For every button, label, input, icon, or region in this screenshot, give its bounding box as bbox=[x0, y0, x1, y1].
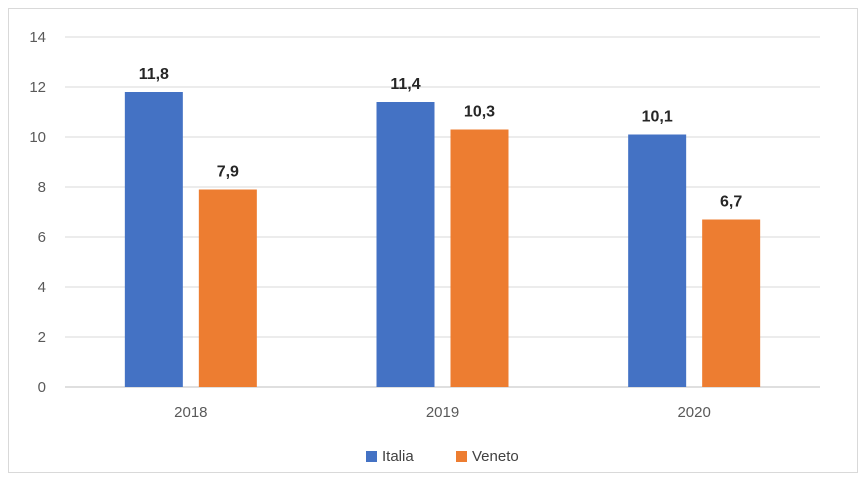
data-label-veneto-2020: 6,7 bbox=[720, 194, 742, 211]
x-tick-label: 2019 bbox=[426, 404, 459, 421]
y-tick-label: 12 bbox=[29, 79, 46, 96]
y-tick-label: 8 bbox=[38, 179, 46, 196]
y-tick-label: 4 bbox=[38, 279, 46, 296]
bar-veneto-2018 bbox=[198, 189, 257, 387]
y-tick-label: 14 bbox=[29, 29, 46, 46]
x-tick-label: 2020 bbox=[677, 404, 710, 421]
y-tick-label: 0 bbox=[38, 379, 46, 396]
bar-italia-2020 bbox=[628, 134, 687, 387]
bars bbox=[124, 92, 761, 387]
bar-veneto-2019 bbox=[450, 129, 509, 387]
y-axis-ticks: 0 2 4 6 8 10 12 14 bbox=[29, 29, 46, 396]
data-label-veneto-2019: 10,3 bbox=[464, 104, 495, 121]
x-axis-ticks: 2018 2019 2020 bbox=[174, 404, 711, 421]
bar-italia-2019 bbox=[376, 102, 435, 387]
y-tick-label: 2 bbox=[38, 329, 46, 346]
data-label-italia-2019: 11,4 bbox=[390, 76, 420, 93]
legend-label-veneto: Veneto bbox=[472, 448, 519, 465]
grid-lines bbox=[65, 36, 820, 388]
bar-veneto-2020 bbox=[702, 219, 761, 387]
y-tick-label: 10 bbox=[29, 129, 46, 146]
data-label-italia-2018: 11,8 bbox=[139, 66, 169, 83]
y-tick-label: 6 bbox=[38, 229, 46, 246]
legend: Italia Veneto bbox=[366, 448, 519, 465]
legend-swatch-veneto bbox=[456, 451, 467, 462]
data-labels: 11,8 7,9 11,4 10,3 10,1 6,7 bbox=[139, 66, 743, 211]
legend-label-italia: Italia bbox=[382, 448, 414, 465]
bar-italia-2018 bbox=[124, 92, 183, 387]
x-tick-label: 2018 bbox=[174, 404, 207, 421]
data-label-veneto-2018: 7,9 bbox=[217, 164, 239, 181]
data-label-italia-2020: 10,1 bbox=[642, 109, 673, 126]
legend-swatch-italia bbox=[366, 451, 377, 462]
